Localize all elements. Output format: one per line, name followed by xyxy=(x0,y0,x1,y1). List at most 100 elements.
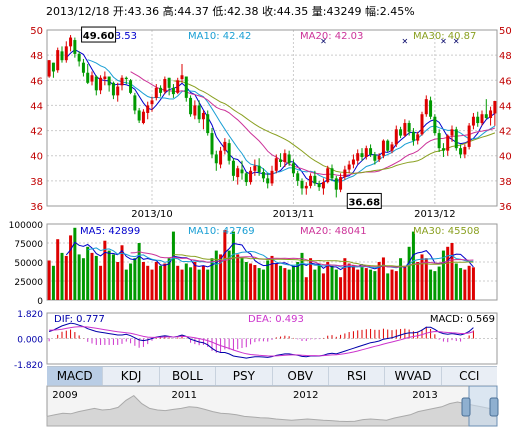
candle-body xyxy=(236,168,240,178)
tab-boll[interactable]: BOLL xyxy=(160,367,217,385)
tab-wvad[interactable]: WVAD xyxy=(385,367,442,385)
price-ma-legend: MA10: 42.42 xyxy=(188,31,251,42)
candle-body xyxy=(261,172,265,179)
price-annotation-box xyxy=(346,192,382,209)
volume-bar xyxy=(317,263,321,300)
candle-body xyxy=(309,175,313,186)
candle-body xyxy=(197,105,201,120)
volume-bar xyxy=(343,258,347,300)
price-axis-tick-right: 46 xyxy=(499,76,512,87)
candle-body xyxy=(116,86,120,96)
volume-axis-tick: 100000 xyxy=(9,221,44,231)
volume-bar xyxy=(120,245,124,300)
candle-body xyxy=(287,154,291,164)
event-marker: ✕ xyxy=(320,37,327,46)
candle-body xyxy=(420,114,424,135)
candle-body xyxy=(386,140,390,151)
volume-bar xyxy=(129,263,133,300)
tab-macd[interactable]: MACD xyxy=(47,367,104,385)
volume-ma10-line xyxy=(87,247,474,269)
volume-bar xyxy=(180,269,184,300)
candle-body xyxy=(476,116,480,124)
candle-body xyxy=(326,168,330,183)
macd-dea-line xyxy=(49,326,474,357)
candle-body xyxy=(81,62,85,73)
candle-body xyxy=(403,123,407,136)
volume-bar xyxy=(249,263,253,300)
candle-body xyxy=(296,173,300,181)
volume-bar xyxy=(381,257,385,300)
candle-body xyxy=(480,114,484,124)
candle-body xyxy=(120,77,124,86)
price-axis-tick-right: 38 xyxy=(499,177,512,188)
volume-ma30-line xyxy=(173,254,474,267)
volume-value: 43249 xyxy=(326,5,362,18)
volume-bar xyxy=(326,262,330,300)
overview-range-handle[interactable] xyxy=(461,397,471,417)
price-axis-tick-right: 42 xyxy=(499,127,512,138)
candle-body xyxy=(107,76,111,86)
high-label: 高: xyxy=(162,5,178,18)
candle-body xyxy=(484,114,488,118)
volume-bar xyxy=(197,269,201,300)
volume-bar xyxy=(81,258,85,300)
price-ma30-line xyxy=(173,80,496,174)
price-axis-tick-left: 36 xyxy=(30,202,43,213)
candle-body xyxy=(291,163,295,174)
overview-year-label: 2013 xyxy=(412,390,437,401)
volume-bar xyxy=(463,269,467,300)
tab-kdj[interactable]: KDJ xyxy=(103,367,160,385)
overview-range-handle[interactable] xyxy=(489,397,499,417)
candle-body xyxy=(441,148,445,151)
candle-body xyxy=(411,131,415,141)
candle-body xyxy=(150,100,154,105)
volume-bar xyxy=(99,265,103,300)
volume-bar xyxy=(69,235,73,300)
volume-label: 量: xyxy=(311,5,327,18)
candle-body xyxy=(154,87,158,98)
volume-bar xyxy=(116,262,120,300)
volume-bar xyxy=(184,263,188,300)
candle-body xyxy=(206,114,210,134)
candle-body xyxy=(317,183,321,188)
price-axis-tick-right: 40 xyxy=(499,152,512,163)
volume-bar xyxy=(47,260,51,300)
candle-body xyxy=(489,110,493,118)
volume-bar xyxy=(73,227,77,300)
date-axis-label: 2013/12 xyxy=(414,209,456,220)
volume-bar xyxy=(270,255,274,300)
quote-date: 2013/12/18 xyxy=(46,5,110,18)
macd-axis-tick: -1.820 xyxy=(14,361,43,371)
price-ma-legend: MA30: 40.87 xyxy=(413,31,476,42)
candle-body xyxy=(321,182,325,189)
volume-bar xyxy=(77,254,81,300)
candle-body xyxy=(129,80,133,93)
price-panel-frame xyxy=(46,29,498,207)
tab-psy[interactable]: PSY xyxy=(216,367,273,385)
tab-cci[interactable]: CCI xyxy=(459,369,480,383)
price-ma-legend: MA20: 42.03 xyxy=(300,31,363,42)
candle-body xyxy=(394,129,398,145)
candle-body xyxy=(339,177,343,190)
macd-axis-tick: 1.820 xyxy=(17,310,43,320)
tab-rsi[interactable]: RSI xyxy=(329,367,386,385)
candle-body xyxy=(159,87,163,93)
candle-body xyxy=(270,170,274,184)
volume-bar xyxy=(60,252,64,300)
candle-body xyxy=(450,129,454,136)
volume-bar xyxy=(56,239,60,300)
candle-body xyxy=(369,148,373,155)
quote-header: 2013/12/18 开:43.36 高:44.37 低:42.38 收:44.… xyxy=(46,3,415,19)
volume-bar xyxy=(176,265,180,300)
volume-bar xyxy=(304,277,308,300)
volume-bar xyxy=(321,273,325,300)
volume-bar xyxy=(279,265,283,300)
date-axis-label: 2013/11 xyxy=(273,209,315,220)
candle-body xyxy=(424,99,428,115)
candle-body xyxy=(266,178,270,184)
tab-obv[interactable]: OBV xyxy=(273,367,329,385)
volume-bar xyxy=(390,269,394,300)
candle-body xyxy=(111,82,115,96)
volume-bar xyxy=(133,258,137,300)
